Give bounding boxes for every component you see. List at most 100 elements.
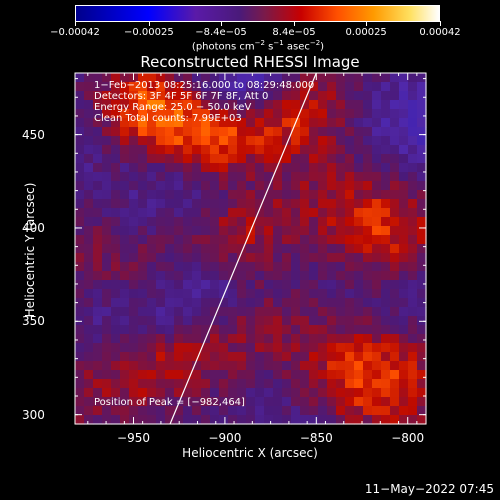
heatmap-cell [219, 100, 229, 110]
heatmap-cell [111, 352, 121, 362]
heatmap-cell [228, 145, 238, 155]
heatmap-cell [237, 406, 247, 416]
heatmap-cell [138, 271, 148, 281]
heatmap-cell [282, 397, 292, 407]
heatmap-cell [309, 307, 319, 317]
heatmap-cell [102, 262, 112, 272]
heatmap-cell [192, 388, 202, 398]
heatmap-cell [327, 127, 337, 137]
heatmap-cell [93, 127, 103, 137]
heatmap-cell [255, 388, 265, 398]
heatmap-cell [390, 82, 400, 92]
heatmap-cell [219, 226, 229, 236]
heatmap-cell [147, 190, 157, 200]
heatmap-cell [210, 334, 220, 344]
heatmap-cell [381, 298, 391, 308]
heatmap-cell [309, 208, 319, 218]
heatmap-cell [408, 370, 418, 380]
heatmap-cell [363, 73, 373, 83]
heatmap-cell [75, 136, 85, 146]
heatmap-cell [174, 271, 184, 281]
heatmap-cell [273, 73, 283, 83]
heatmap-cell [264, 379, 274, 389]
heatmap-cell [390, 163, 400, 173]
heatmap-cell [363, 406, 373, 416]
heatmap-cell [372, 91, 382, 101]
heatmap-cell [417, 172, 427, 182]
heatmap-cell [75, 352, 85, 362]
heatmap-cell [93, 73, 103, 83]
heatmap-cell [237, 127, 247, 137]
heatmap-cell [390, 118, 400, 128]
heatmap-cell [129, 280, 139, 290]
heatmap-cell [372, 208, 382, 218]
heatmap-cell [120, 343, 130, 353]
heatmap-cell [156, 343, 166, 353]
heatmap-cell [309, 406, 319, 416]
heatmap-cell [75, 163, 85, 173]
heatmap-cell [273, 82, 283, 92]
heatmap-cell [390, 73, 400, 83]
heatmap-cell [165, 379, 175, 389]
heatmap-cell [309, 397, 319, 407]
heatmap-cell [156, 370, 166, 380]
heatmap-cell [246, 145, 256, 155]
heatmap-cell [390, 325, 400, 335]
heatmap-cell [363, 307, 373, 317]
heatmap-cell [282, 316, 292, 326]
heatmap-cell [201, 406, 211, 416]
heatmap-cell [372, 298, 382, 308]
heatmap-cell [372, 82, 382, 92]
heatmap-cell [165, 406, 175, 416]
heatmap-cell [354, 181, 364, 191]
heatmap-cell [237, 325, 247, 335]
heatmap-cell [75, 100, 85, 110]
heatmap-cell [120, 118, 130, 128]
heatmap-cell [345, 388, 355, 398]
heatmap-cell [363, 343, 373, 353]
colorbar-units: (photons cm−2 s−1 asec−2) [191, 39, 325, 53]
heatmap-cell [129, 361, 139, 371]
heatmap-cell [210, 91, 220, 101]
heatmap-cell [228, 226, 238, 236]
heatmap-cell [102, 73, 112, 83]
heatmap-cell [237, 190, 247, 200]
heatmap-cell [192, 136, 202, 146]
heatmap-cell [336, 262, 346, 272]
heatmap-cell [354, 73, 364, 83]
heatmap-cell [363, 163, 373, 173]
heatmap-cell [327, 379, 337, 389]
heatmap-cell [345, 226, 355, 236]
heatmap-cell [111, 316, 121, 326]
heatmap-cell [300, 352, 310, 362]
heatmap-cell [381, 253, 391, 263]
heatmap-cell [417, 208, 427, 218]
heatmap-cell [408, 127, 418, 137]
heatmap-cell [390, 262, 400, 272]
heatmap-cell [381, 289, 391, 299]
heatmap-cell [84, 163, 94, 173]
heatmap-cell [156, 82, 166, 92]
heatmap-cell [354, 190, 364, 200]
heatmap-cell [192, 307, 202, 317]
heatmap-cell [228, 388, 238, 398]
heatmap-cell [156, 271, 166, 281]
heatmap-cell [228, 343, 238, 353]
heatmap-cell [327, 109, 337, 119]
heatmap-cell [264, 271, 274, 281]
heatmap-cell [390, 181, 400, 191]
heatmap-cell [318, 361, 328, 371]
heatmap-cell [318, 388, 328, 398]
heatmap-cell [111, 334, 121, 344]
heatmap-cell [147, 244, 157, 254]
timestamp: 11−May−2022 07:45 [364, 482, 494, 496]
heatmap-cell [408, 172, 418, 182]
heatmap-cell [417, 136, 427, 146]
heatmap-cell [165, 73, 175, 83]
heatmap-cell [390, 280, 400, 290]
heatmap-cell [255, 226, 265, 236]
heatmap-cell [291, 82, 301, 92]
heatmap-cell [282, 244, 292, 254]
heatmap-cell [345, 100, 355, 110]
heatmap-cell [93, 352, 103, 362]
